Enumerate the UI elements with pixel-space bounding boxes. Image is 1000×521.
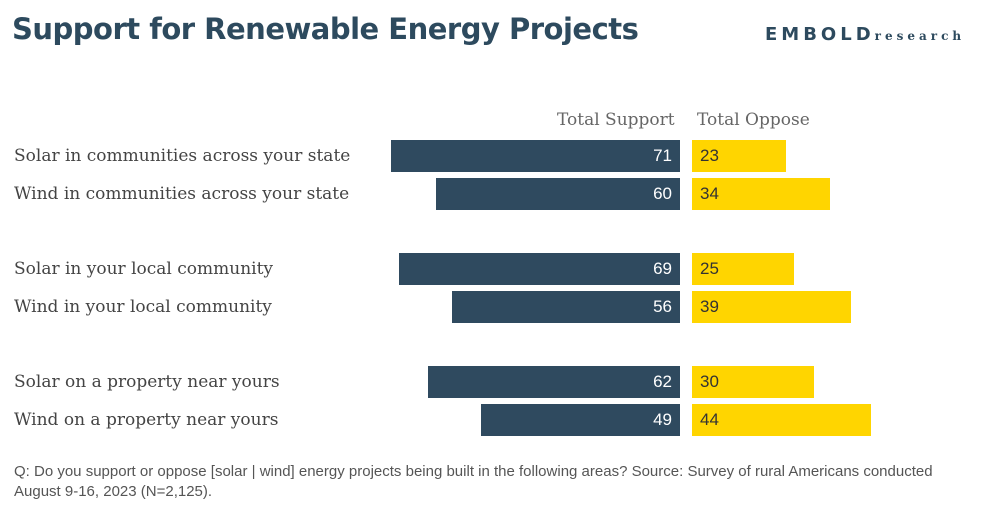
category-label: Wind in communities across your state — [14, 184, 350, 204]
oppose-bar: 30 — [692, 366, 815, 398]
header-total-support: Total Support — [557, 110, 675, 130]
oppose-bar: 25 — [692, 253, 794, 285]
support-bar: 56 — [452, 291, 680, 323]
support-bar: 71 — [391, 140, 680, 172]
support-bar: 49 — [480, 404, 680, 436]
category-label: Solar on a property near yours — [14, 372, 280, 392]
oppose-bar: 34 — [692, 178, 831, 210]
oppose-bar: 39 — [692, 291, 851, 323]
oppose-bar: 44 — [692, 404, 872, 436]
embold-research-logo: EMBOLDresearch — [765, 24, 966, 45]
category-label: Wind on a property near yours — [14, 410, 279, 430]
header-total-oppose: Total Oppose — [697, 110, 810, 130]
category-label: Solar in communities across your state — [14, 146, 351, 166]
category-label: Wind in your local community — [14, 297, 272, 317]
support-bar: 60 — [435, 178, 680, 210]
chart-title: Support for Renewable Energy Projects — [12, 12, 639, 46]
support-bar: 69 — [399, 253, 680, 285]
oppose-bar: 23 — [692, 140, 786, 172]
footnote: Q: Do you support or oppose [solar | win… — [14, 463, 933, 500]
category-label: Solar in your local community — [14, 259, 274, 279]
support-bar: 62 — [427, 366, 680, 398]
